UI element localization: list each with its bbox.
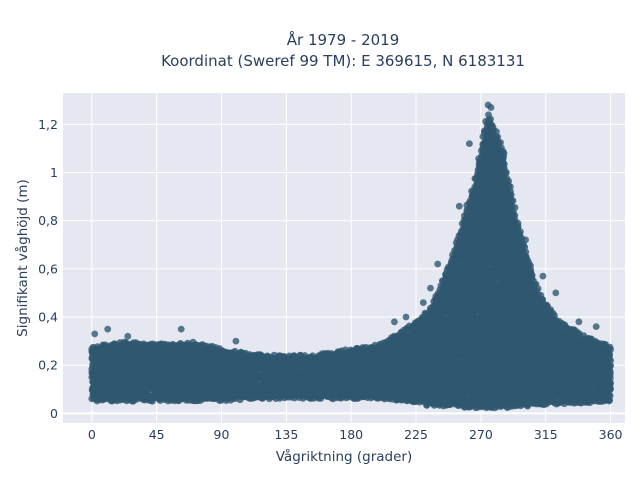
chart-title-line1: År 1979 - 2019 [287, 30, 400, 49]
chart-title-line2: Koordinat (Sweref 99 TM): E 369615, N 61… [161, 52, 525, 70]
data-points [88, 101, 614, 412]
